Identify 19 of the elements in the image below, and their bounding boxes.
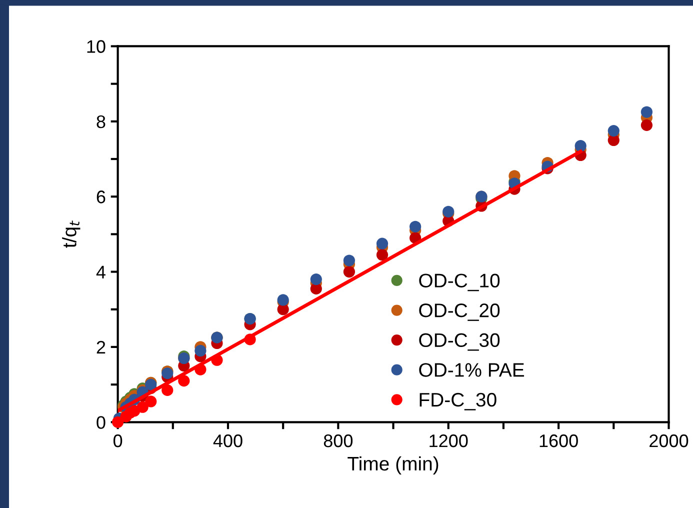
x-axis-title: Time (min) [348, 456, 438, 474]
legend-label: OD-C_10 [419, 274, 500, 292]
x-tick-label: 800 [324, 434, 353, 448]
y-axis-title: t/q$_{t}$ [62, 220, 80, 248]
y-tick-label: 0 [96, 416, 106, 429]
y-tick-label: 2 [96, 340, 106, 354]
x-tick-label: 0 [113, 434, 122, 448]
legend-label: OD-C_20 [419, 303, 500, 321]
legend-label: OD-C_30 [419, 333, 500, 351]
y-tick-label: 4 [96, 266, 106, 278]
x-tick-label: 1600 [540, 434, 578, 448]
legend-label: FD-C_30 [420, 392, 496, 410]
legend-label: OD-1% PAE [419, 363, 524, 377]
y-tick-label: 6 [96, 190, 106, 204]
y-tick-label: 8 [96, 115, 106, 128]
x-tick-label: 1200 [430, 434, 468, 448]
y-tick-label: 10 [87, 40, 106, 53]
x-tick-label: 2000 [650, 434, 688, 448]
x-tick-label: 400 [213, 434, 242, 448]
